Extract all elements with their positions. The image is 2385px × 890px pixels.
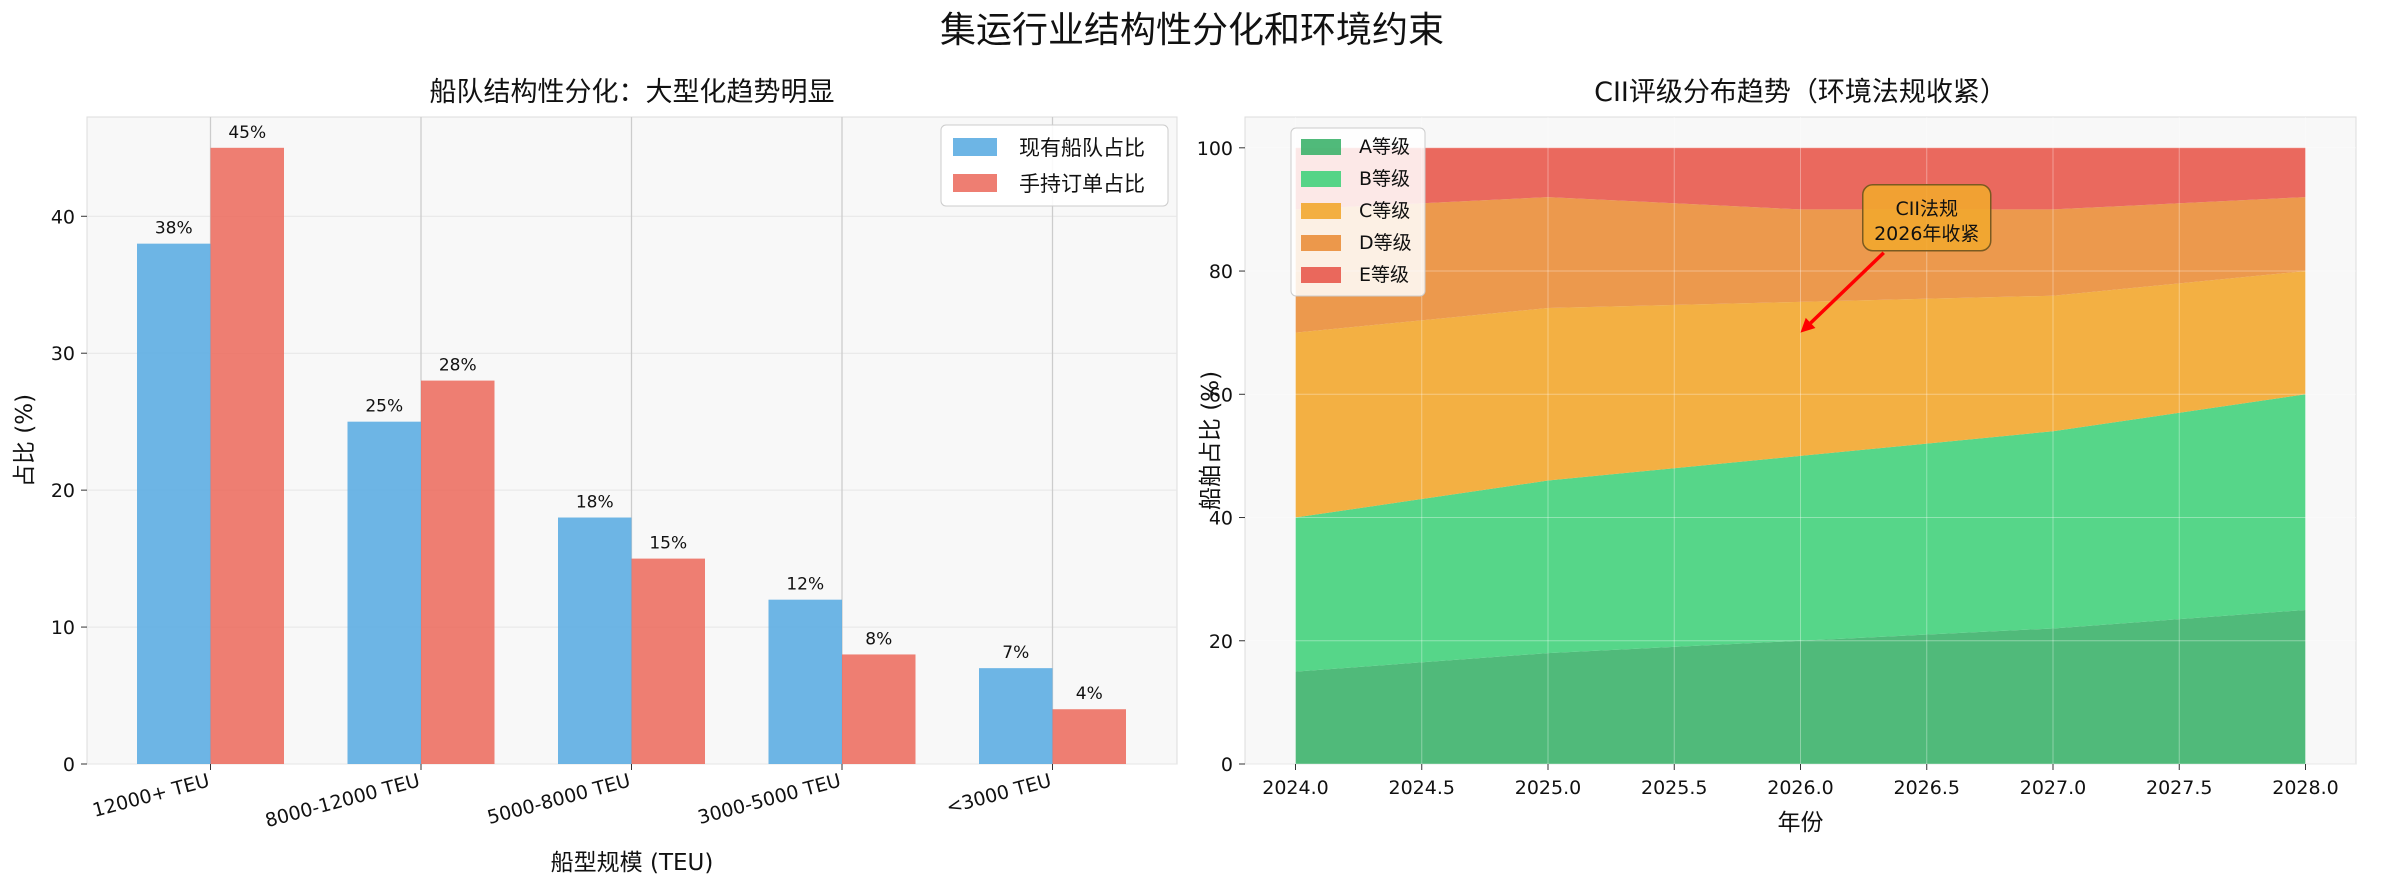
area-legend-box — [1290, 127, 1426, 297]
area-y-tick-label: 0 — [1221, 754, 1233, 776]
bar-value-label: 15% — [649, 534, 687, 554]
annotation-arrowhead — [1800, 317, 1816, 333]
area-grade-c — [1295, 271, 2306, 518]
area-y-axis-label: 船舶占比 (%) — [1198, 371, 1224, 510]
bar-x-tick-label: 8000-12000 TEU — [263, 770, 422, 832]
bar-y-ticks: 0 10 20 30 40 — [51, 206, 87, 776]
area-x-tick-label: 2026.5 — [1894, 777, 1960, 799]
bar-x-tick-label: 5000-8000 TEU — [485, 770, 633, 829]
area-y-tick-label: 40 — [1209, 508, 1233, 530]
area-y-ticks: 0 20 40 60 80 100 — [1197, 138, 1245, 776]
bar-y-tick-label: 10 — [51, 617, 75, 639]
bar-orderbook — [210, 147, 284, 765]
bar-orderbook — [421, 380, 495, 764]
bar-x-tick-label: 3000-5000 TEU — [695, 770, 843, 829]
bar-existing-fleet — [137, 243, 211, 764]
bar-value-label: 45% — [228, 123, 266, 143]
bar-y-tick-label: 0 — [63, 754, 75, 776]
area-x-tick-label: 2027.5 — [2146, 777, 2212, 799]
bar-x-tick-label: <3000 TEU — [944, 770, 1054, 819]
bar-existing-fleet — [979, 668, 1053, 764]
bar-legend-label: 手持订单占比 — [1019, 172, 1145, 196]
cii-annotation: CII法规 2026年收紧 — [1800, 184, 1992, 333]
area-x-tick-label: 2028.0 — [2272, 777, 2338, 799]
bar-x-axis-label: 船型规模 (TEU) — [551, 850, 714, 876]
bar-value-label: 25% — [365, 397, 403, 417]
bar-orderbook — [1052, 709, 1126, 764]
bar-x-ticks: 12000+ TEU 8000-12000 TEU 5000-8000 TEU 300… — [90, 764, 1054, 832]
area-legend-swatch — [1301, 203, 1341, 219]
area-chart-title: CII评级分布趋势（环境法规收紧） — [1594, 77, 2007, 108]
bar-existing-fleet — [768, 599, 842, 764]
bar-orderbook — [631, 558, 705, 764]
bar-chart: 38% 25% 18% 12% 7% 45% 28% 15% 8% 4% 0 10 20 30 40 12… — [12, 77, 1178, 876]
bar-y-tick-label: 30 — [51, 343, 75, 365]
area-legend-swatch — [1301, 171, 1341, 187]
bar-bars — [137, 147, 1126, 765]
area-legend: A等级 B等级 C等级 D等级 E等级 — [1290, 127, 1426, 297]
area-legend-label: D等级 — [1359, 232, 1412, 254]
area-y-tick-label: 60 — [1209, 384, 1233, 406]
annotation-text: 2026年收紧 — [1874, 223, 1979, 245]
bar-legend-swatch — [953, 138, 997, 156]
area-legend-swatch — [1301, 235, 1341, 251]
area-x-axis-label: 年份 — [1778, 810, 1824, 836]
suptitle: 集运行业结构性分化和环境约束 — [940, 10, 1444, 51]
area-grade-e — [1295, 147, 2306, 210]
bar-value-label: 28% — [439, 356, 477, 376]
bar-value-label: 8% — [865, 629, 892, 649]
area-grade-a — [1295, 609, 2306, 764]
area-x-tick-label: 2025.5 — [1641, 777, 1707, 799]
annotation-text: CII法规 — [1896, 198, 1958, 220]
area-x-tick-label: 2026.0 — [1767, 777, 1833, 799]
area-legend-swatch — [1301, 139, 1341, 155]
bar-y-tick-label: 20 — [51, 480, 75, 502]
bar-y-tick-label: 40 — [51, 206, 75, 228]
bar-existing-fleet — [347, 421, 421, 764]
bar-value-label: 4% — [1076, 684, 1103, 704]
area-x-tick-label: 2025.0 — [1515, 777, 1581, 799]
area-legend-swatch — [1301, 267, 1341, 283]
area-x-tick-label: 2027.0 — [2020, 777, 2086, 799]
area-x-tick-label: 2024.0 — [1262, 777, 1328, 799]
area-legend-label: B等级 — [1359, 168, 1410, 190]
area-y-tick-label: 20 — [1209, 631, 1233, 653]
area-x-ticks: 2024.0 2024.5 2025.0 2025.5 2026.0 2026.5 2027… — [1262, 764, 2339, 799]
area-legend-label: A等级 — [1359, 136, 1410, 158]
bar-legend-swatch — [953, 174, 997, 192]
area-gridlines — [1245, 117, 2356, 765]
bar-legend-box — [940, 124, 1169, 207]
area-y-tick-label: 80 — [1209, 261, 1233, 283]
bar-orderbook — [842, 654, 916, 764]
bar-value-label: 12% — [786, 575, 824, 595]
bar-legend-label: 现有船队占比 — [1019, 136, 1145, 160]
area-legend-label: E等级 — [1359, 264, 1409, 286]
bar-y-axis-label: 占比 (%) — [12, 394, 38, 487]
bar-value-label: 7% — [1002, 643, 1029, 663]
area-grade-d — [1295, 197, 2306, 333]
area-series — [1295, 147, 2306, 764]
area-y-tick-label: 100 — [1197, 138, 1233, 160]
bar-x-tick-label: 12000+ TEU — [90, 770, 212, 822]
bar-value-label: 38% — [155, 219, 193, 239]
annotation-box — [1862, 184, 1992, 252]
bar-data-labels: 38% 25% 18% 12% 7% 45% 28% 15% 8% 4% — [155, 123, 1103, 704]
area-grade-b — [1295, 394, 2306, 672]
area-x-tick-label: 2024.5 — [1389, 777, 1455, 799]
bar-chart-title: 船队结构性分化：大型化趋势明显 — [430, 77, 835, 108]
area-legend-label: C等级 — [1359, 200, 1410, 222]
annotation-arrow — [1809, 251, 1885, 325]
bar-existing-fleet — [558, 517, 632, 764]
bar-value-label: 18% — [576, 493, 614, 513]
